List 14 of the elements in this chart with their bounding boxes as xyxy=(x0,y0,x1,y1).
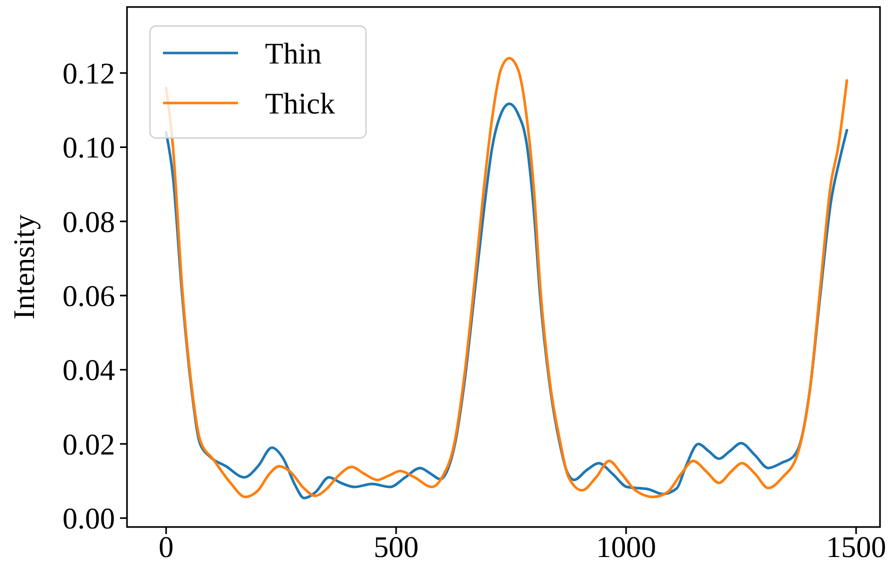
y-tick-label: 0.06 xyxy=(62,280,115,314)
legend-label: Thin xyxy=(265,38,322,70)
y-tick-label: 0.08 xyxy=(62,206,115,239)
y-tick-label: 0.04 xyxy=(62,354,115,388)
legend-label: Thick xyxy=(265,88,335,120)
y-tick-label: 0.00 xyxy=(62,502,115,536)
y-tick-label: 0.02 xyxy=(62,428,115,462)
y-tick-label: 0.12 xyxy=(62,58,115,91)
x-tick-label: 1000 xyxy=(596,531,656,564)
y-axis-title: Intensity xyxy=(8,214,41,320)
x-tick-label: 500 xyxy=(374,531,419,564)
x-tick-label: 1500 xyxy=(826,531,886,564)
x-tick-label: 0 xyxy=(158,531,174,564)
y-tick-label: 0.10 xyxy=(62,132,115,165)
